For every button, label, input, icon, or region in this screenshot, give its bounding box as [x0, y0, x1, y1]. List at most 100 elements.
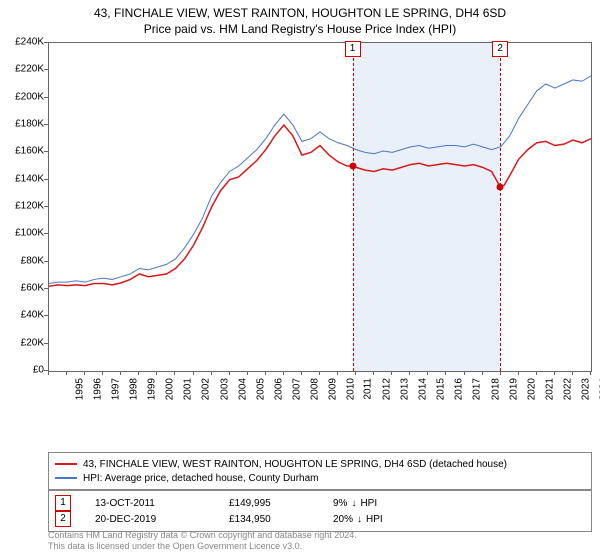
x-tick-label: 2016 [454, 378, 465, 400]
y-tick-label: £140K [2, 173, 44, 184]
y-tick [44, 124, 48, 125]
y-tick-label: £200K [2, 91, 44, 102]
x-tick [590, 371, 591, 375]
x-tick [66, 371, 67, 375]
footer-line-2: This data is licensed under the Open Gov… [48, 541, 592, 552]
x-tick-label: 2021 [544, 378, 555, 400]
x-tick-label: 2000 [165, 378, 176, 400]
footer-line-1: Contains HM Land Registry data © Crown c… [48, 530, 592, 541]
y-tick-label: £220K [2, 64, 44, 75]
event-badge: 1 [345, 41, 361, 57]
event-row: 113-OCT-2011£149,9959% ↓ HPI [55, 495, 585, 511]
x-tick [319, 371, 320, 375]
x-tick [265, 371, 266, 375]
y-tick-label: £100K [2, 228, 44, 239]
y-tick [44, 69, 48, 70]
x-tick-label: 1999 [147, 378, 158, 400]
y-tick [44, 343, 48, 344]
event-row-badge: 2 [55, 511, 71, 527]
x-tick [174, 371, 175, 375]
event-row-price: £134,950 [229, 514, 309, 525]
x-tick [48, 371, 49, 375]
title-line-2: Price paid vs. HM Land Registry's House … [0, 22, 600, 38]
x-tick [373, 371, 374, 375]
x-tick [283, 371, 284, 375]
y-tick-label: £20K [2, 337, 44, 348]
y-tick [44, 179, 48, 180]
x-tick-label: 1995 [74, 378, 85, 400]
event-badge: 2 [492, 41, 508, 57]
y-tick [44, 288, 48, 289]
event-row-delta: 9% ↓ HPI [333, 498, 443, 509]
x-tick-label: 2011 [363, 378, 374, 400]
y-tick-label: £40K [2, 310, 44, 321]
x-tick [84, 371, 85, 375]
chart-area: 12 £0£20K£40K£60K£80K£100K£120K£140K£160… [0, 42, 600, 412]
x-tick [518, 371, 519, 375]
y-tick [44, 206, 48, 207]
y-tick [44, 151, 48, 152]
x-tick [391, 371, 392, 375]
y-tick [44, 233, 48, 234]
x-tick-label: 2008 [309, 378, 320, 400]
plot-area: 12 [48, 42, 592, 372]
y-tick [44, 97, 48, 98]
x-tick [500, 371, 501, 375]
x-tick-label: 2019 [508, 378, 519, 400]
title-line-1: 43, FINCHALE VIEW, WEST RAINTON, HOUGHTO… [0, 6, 600, 22]
x-tick [445, 371, 446, 375]
x-tick [102, 371, 103, 375]
x-tick [482, 371, 483, 375]
x-tick-label: 2017 [472, 378, 483, 400]
y-tick [44, 261, 48, 262]
legend-label-price: 43, FINCHALE VIEW, WEST RAINTON, HOUGHTO… [83, 459, 507, 470]
x-tick [301, 371, 302, 375]
x-tick [536, 371, 537, 375]
y-tick-label: £240K [2, 37, 44, 48]
event-dot [349, 163, 356, 170]
event-line [353, 43, 354, 371]
x-tick [355, 371, 356, 375]
event-row-delta: 20% ↓ HPI [333, 514, 443, 525]
legend-item-hpi: HPI: Average price, detached house, Coun… [55, 471, 585, 485]
x-tick [572, 371, 573, 375]
x-tick [193, 371, 194, 375]
x-tick-label: 2015 [436, 378, 447, 400]
x-tick [156, 371, 157, 375]
x-tick [427, 371, 428, 375]
x-tick-label: 2013 [399, 378, 410, 400]
y-tick-label: £180K [2, 119, 44, 130]
event-row-date: 20-DEC-2019 [95, 514, 205, 525]
y-tick-label: £0 [2, 365, 44, 376]
y-tick [44, 315, 48, 316]
legend-swatch-hpi [55, 477, 77, 479]
x-tick [337, 371, 338, 375]
x-tick-label: 1996 [92, 378, 103, 400]
x-tick-label: 2018 [490, 378, 501, 400]
legend-swatch-price [55, 463, 77, 465]
arrow-down-icon: ↓ [351, 498, 356, 509]
x-tick [120, 371, 121, 375]
event-line [500, 43, 501, 371]
legend-label-hpi: HPI: Average price, detached house, Coun… [83, 473, 319, 484]
event-row-badge: 1 [55, 495, 71, 511]
arrow-down-icon: ↓ [357, 514, 362, 525]
legend-item-price: 43, FINCHALE VIEW, WEST RAINTON, HOUGHTO… [55, 457, 585, 471]
y-tick-label: £60K [2, 283, 44, 294]
x-tick [229, 371, 230, 375]
y-tick-label: £160K [2, 146, 44, 157]
x-tick-label: 2003 [219, 378, 230, 400]
x-tick-label: 2020 [526, 378, 537, 400]
events-table: 113-OCT-2011£149,9959% ↓ HPI2 20-DEC-2019… [48, 490, 592, 532]
x-tick-label: 2001 [183, 378, 194, 400]
x-tick-label: 2002 [201, 378, 212, 400]
series-hpi [49, 76, 591, 284]
x-tick-label: 2007 [291, 378, 302, 400]
x-tick [247, 371, 248, 375]
figure-root: 43, FINCHALE VIEW, WEST RAINTON, HOUGHTO… [0, 0, 600, 560]
x-tick-label: 2012 [381, 378, 392, 400]
attribution-footer: Contains HM Land Registry data © Crown c… [48, 530, 592, 553]
x-tick [554, 371, 555, 375]
x-tick-label: 2005 [255, 378, 266, 400]
chart-title: 43, FINCHALE VIEW, WEST RAINTON, HOUGHTO… [0, 0, 600, 37]
